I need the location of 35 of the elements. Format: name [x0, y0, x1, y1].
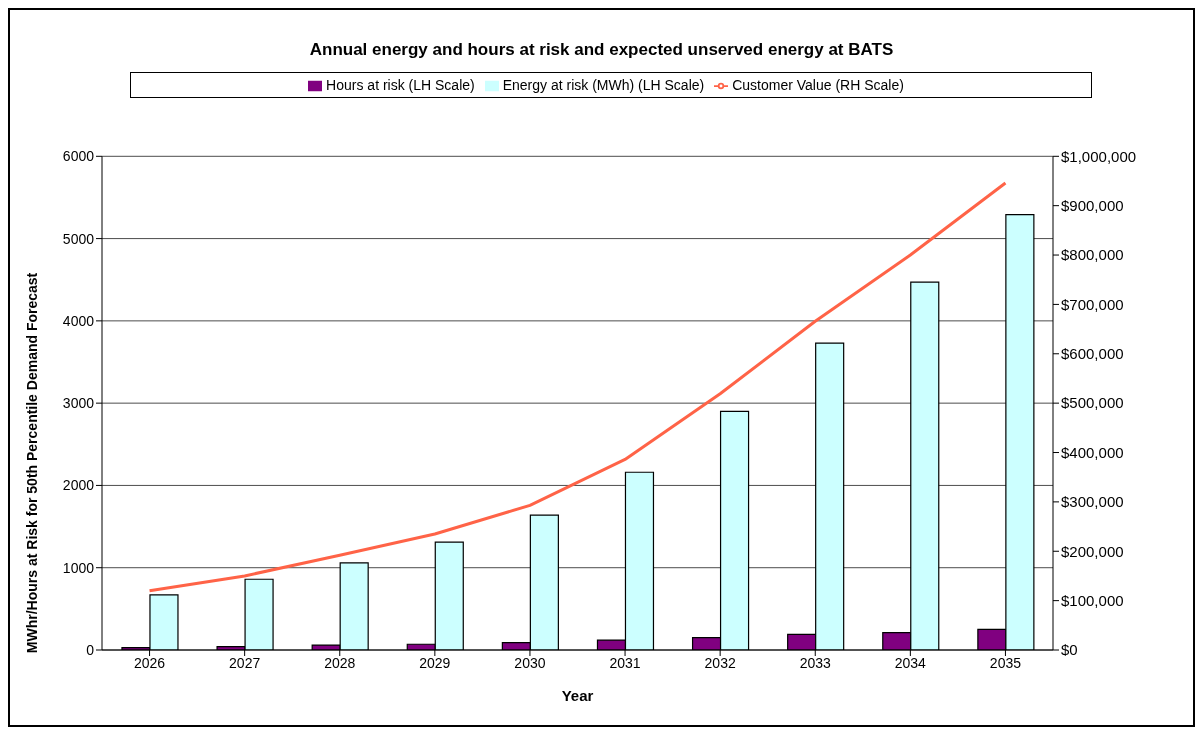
legend-label: Customer Value (RH Scale)	[732, 77, 904, 93]
y2-tick-label: $700,000	[1061, 295, 1124, 313]
y-tick-label: 3000	[62, 395, 95, 412]
x-tick-label: 2034	[894, 654, 927, 671]
y-tick-label: 1000	[62, 559, 95, 576]
y2-tick-label: $900,000	[1061, 196, 1124, 214]
y-tick-label: 4000	[62, 312, 95, 329]
y2-tick-label: $400,000	[1061, 443, 1124, 461]
x-tick-label: 2028	[324, 654, 356, 671]
chart-title: Annual energy and hours at risk and expected unserved energy at BATS	[308, 40, 895, 60]
x-axis-title: Year	[561, 687, 594, 704]
y-tick-label: 0	[86, 641, 95, 658]
x-tick-label: 2026	[133, 654, 166, 671]
x-tick-label: 2027	[229, 654, 261, 671]
y2-tick-label: $200,000	[1061, 542, 1124, 560]
y-tick-label: 2000	[62, 477, 95, 494]
y2-tick-label: $300,000	[1061, 493, 1124, 511]
y2-tick-label: $0	[1061, 641, 1078, 659]
x-tick-label: 2035	[989, 654, 1022, 671]
x-tick-label: 2032	[704, 654, 736, 671]
line-series	[148, 181, 1007, 593]
y-tick-label: 5000	[62, 230, 95, 247]
x-tick-label: 2031	[609, 654, 641, 671]
y2-tick-label: $100,000	[1061, 591, 1124, 609]
x-tick-label: 2030	[514, 654, 546, 671]
legend-label: Energy at risk (MWh) (LH Scale)	[502, 77, 705, 93]
x-tick-label: 2033	[799, 654, 832, 671]
x-tick-label: 2029	[419, 654, 451, 671]
y2-tick-label: $800,000	[1061, 246, 1124, 264]
y-tick-label: 6000	[62, 148, 95, 165]
legend-label: Hours at risk (LH Scale)	[326, 77, 475, 93]
y-axis-title: MWhr/Hours at Risk for 50th Percentile Demand Forecast	[23, 272, 40, 654]
y2-tick-label: $600,000	[1061, 345, 1124, 363]
y2-tick-label: $500,000	[1061, 394, 1124, 412]
y2-tick-label: $1,000,000	[1061, 147, 1137, 165]
